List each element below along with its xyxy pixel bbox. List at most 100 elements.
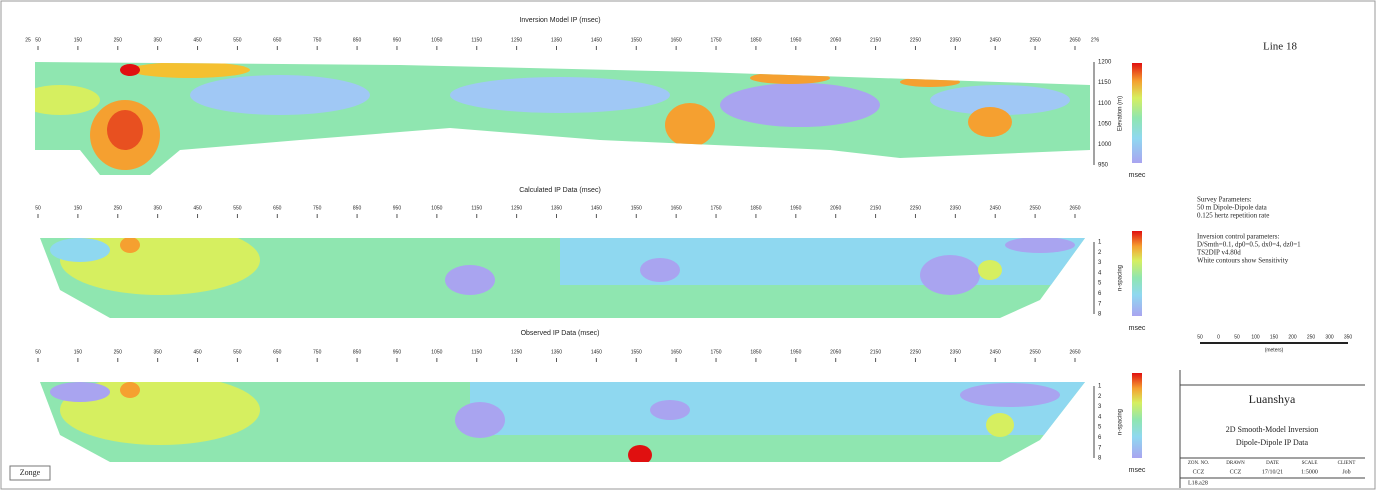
scale-label: 100 [1251, 334, 1260, 340]
station-label: 1050 [431, 205, 442, 211]
colorbar [1132, 63, 1142, 163]
survey-text: 0.125 hertz repetition rate [1197, 212, 1269, 220]
station-label: 2350 [950, 37, 961, 43]
inversion-text: TS2DIP v4.80d [1197, 249, 1241, 257]
block-value: 17/10/21 [1262, 469, 1283, 475]
logo-box [9, 465, 51, 481]
scale-unit: (meters) [1265, 347, 1284, 353]
station-label: 1850 [750, 349, 761, 355]
station-label: 1450 [591, 37, 602, 43]
block-header: SCALE [1302, 461, 1318, 466]
block-header: ZON. NO. [1188, 461, 1209, 466]
station-label: 950 [393, 205, 402, 211]
station-label: 1450 [591, 205, 602, 211]
side-tick-label: 1050 [1098, 121, 1112, 127]
station-label: 2050 [830, 205, 841, 211]
station-label: 1050 [431, 37, 442, 43]
side-tick-label: 1 [1098, 240, 1102, 246]
station-label: 550 [233, 205, 242, 211]
scale-label: 50 [1197, 334, 1203, 340]
side-tick-label: 6 [1098, 435, 1102, 441]
side-tick-label: 7 [1098, 445, 1102, 451]
station-label: 1850 [750, 205, 761, 211]
end-label: 2?6 [1091, 37, 1100, 43]
station-label: 2050 [830, 349, 841, 355]
scale-label: 350 [1344, 334, 1353, 340]
subtitle: 2D Smooth-Model Inversion [1226, 425, 1318, 434]
station-label: 1750 [710, 37, 721, 43]
station-label: 1150 [471, 205, 482, 211]
side-tick-label: 1150 [1098, 80, 1112, 86]
unit-label: msec [1129, 467, 1146, 474]
block-value: CCZ [1193, 469, 1205, 475]
station-label: 1550 [631, 37, 642, 43]
scale-label: 0 [1217, 334, 1220, 340]
side-tick-label: 1200 [1098, 60, 1112, 66]
station-label: 750 [313, 37, 322, 43]
station-label: 750 [313, 205, 322, 211]
station-label: 150 [74, 205, 83, 211]
station-label: 1550 [631, 205, 642, 211]
scale-label: 150 [1270, 334, 1279, 340]
station-label: 650 [273, 205, 282, 211]
project: Luanshya [1249, 392, 1296, 406]
unit-label: msec [1129, 172, 1146, 179]
station-label: 2650 [1069, 349, 1080, 355]
station-label: 2450 [990, 37, 1001, 43]
station-label: 2550 [1030, 349, 1041, 355]
side-tick-label: 6 [1098, 291, 1102, 297]
station-label: 350 [153, 37, 162, 43]
station-label: 2450 [990, 349, 1001, 355]
survey-text: 50 m Dipole-Dipole data [1197, 204, 1268, 212]
station-label: 2350 [950, 349, 961, 355]
station-label: 1250 [511, 37, 522, 43]
station-label: 1750 [710, 349, 721, 355]
station-label: 250 [114, 37, 123, 43]
panel-title: Observed IP Data (msec) [521, 330, 600, 337]
station-label: 150 [74, 37, 83, 43]
station-label: 1850 [750, 37, 761, 43]
station-label: 550 [233, 37, 242, 43]
side-tick-label: 1100 [1098, 101, 1112, 107]
side-tick-label: 5 [1098, 425, 1102, 431]
inversion-text: Inversion control parameters: [1197, 233, 1279, 241]
station-label: 2250 [910, 37, 921, 43]
station-label: 2650 [1069, 205, 1080, 211]
station-label: 1250 [511, 205, 522, 211]
station-label: 350 [153, 349, 162, 355]
side-tick-label: 5 [1098, 281, 1102, 287]
axis-title: Elevation (m) [1118, 96, 1124, 131]
station-label: 150 [74, 349, 83, 355]
station-label: 350 [153, 205, 162, 211]
file-name: L18.a28 [1188, 480, 1208, 486]
unit-label: msec [1129, 325, 1146, 332]
station-label: 2550 [1030, 205, 1041, 211]
station-label: 450 [193, 349, 202, 355]
station-label: 950 [393, 349, 402, 355]
station-label: 1150 [471, 349, 482, 355]
station-label: 50 [35, 37, 41, 43]
station-label: 2050 [830, 37, 841, 43]
axis-title: n-spacing [1118, 409, 1124, 435]
station-label: 550 [233, 349, 242, 355]
block-value: Job [1342, 469, 1350, 475]
line-title: Line 18 [1263, 41, 1297, 53]
colorbar [1132, 231, 1142, 316]
block-value: 1:5000 [1301, 469, 1318, 475]
station-label: 1250 [511, 349, 522, 355]
scale-label: 250 [1307, 334, 1316, 340]
station-label: 1450 [591, 349, 602, 355]
station-label: 450 [193, 37, 202, 43]
station-label: 2350 [950, 205, 961, 211]
block-header: DATE [1266, 461, 1279, 466]
station-label: 250 [114, 205, 123, 211]
side-tick-label: 3 [1098, 404, 1102, 410]
station-label: 450 [193, 205, 202, 211]
side-tick-label: 1 [1098, 384, 1102, 390]
block-header: CLIENT [1338, 461, 1356, 466]
station-label: 50 [35, 205, 41, 211]
station-label: 1650 [671, 205, 682, 211]
side-tick-label: 4 [1098, 270, 1102, 276]
block-header: DRAWN [1226, 461, 1245, 466]
station-label: 1650 [671, 37, 682, 43]
